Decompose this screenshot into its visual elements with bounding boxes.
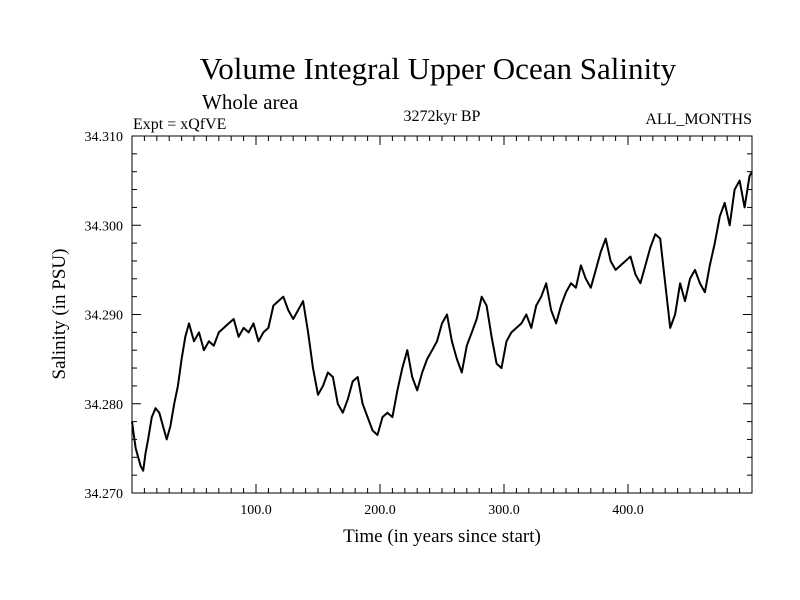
plot-frame: [131, 135, 753, 494]
x-tick-label: 200.0: [364, 503, 396, 518]
axis-ticks: [132, 136, 752, 493]
y-tick-label: 34.290: [85, 309, 124, 324]
x-axis-label: Time (in years since start): [343, 526, 541, 547]
x-tick-label: 100.0: [240, 503, 272, 518]
y-axis-label: Salinity (in PSU): [49, 249, 70, 380]
chart-title: Volume Integral Upper Ocean Salinity: [200, 51, 677, 86]
months-label: ALL_MONTHS: [645, 111, 752, 128]
experiment-label: Expt = xQfVE: [133, 116, 226, 133]
x-tick-label: 400.0: [612, 503, 644, 518]
y-tick-label: 34.270: [85, 487, 124, 502]
chart-subtitle: Whole area: [202, 90, 299, 114]
y-tick-label: 34.280: [85, 398, 124, 413]
x-tick-label: 300.0: [488, 503, 520, 518]
tick-labels: 100.0 200.0 300.0 400.0 34.270 34.280 34.290 34…: [85, 130, 644, 518]
y-tick-label: 34.300: [85, 219, 124, 234]
salinity-series-line: [131, 171, 753, 472]
y-tick-label: 34.310: [85, 130, 124, 145]
period-label: 3272kyr BP: [404, 108, 481, 125]
